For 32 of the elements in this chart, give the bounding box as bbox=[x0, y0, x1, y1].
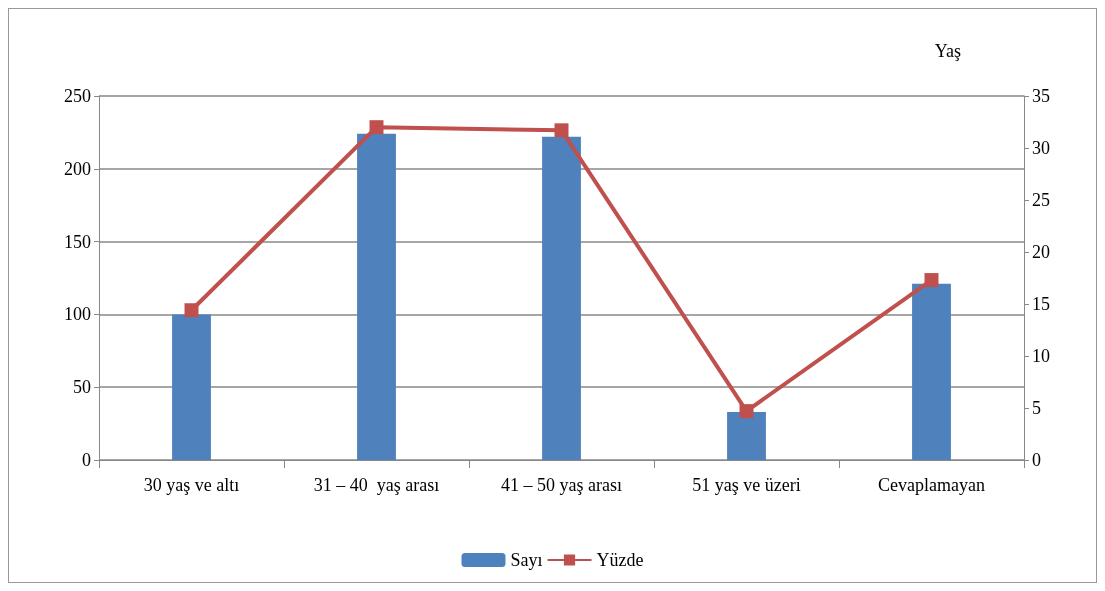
bar bbox=[357, 133, 396, 460]
bar bbox=[542, 136, 581, 460]
y2-tick-label: 25 bbox=[1032, 190, 1050, 210]
y-tick-label: 200 bbox=[64, 158, 91, 179]
y-tick-label: 100 bbox=[64, 304, 91, 325]
legend-label: Yüzde bbox=[596, 550, 644, 570]
point bbox=[739, 404, 754, 419]
chart-title: Yaş bbox=[934, 41, 962, 61]
y-tick-label: 0 bbox=[82, 450, 91, 470]
y-tick-label: 250 bbox=[64, 86, 91, 106]
y2-tick-label: 15 bbox=[1032, 294, 1050, 314]
y2-tick-label: 20 bbox=[1032, 242, 1050, 262]
bar bbox=[727, 411, 766, 460]
y2-tick-label: 30 bbox=[1032, 138, 1050, 158]
x-tick-label: 41 – 50 yaş arası bbox=[501, 475, 622, 495]
legend-label: Sayı bbox=[510, 550, 543, 570]
y-tick-label: 50 bbox=[73, 377, 91, 398]
point bbox=[924, 273, 939, 288]
x-tick-label: 30 yaş ve altı bbox=[143, 475, 240, 495]
y2-tick-label: 35 bbox=[1032, 86, 1050, 106]
bar bbox=[172, 314, 211, 460]
point bbox=[554, 123, 569, 138]
x-tick-label: Cevaplamayan bbox=[878, 475, 985, 495]
point bbox=[184, 303, 199, 318]
x-tick-label: 51 yaş ve üzeri bbox=[692, 475, 801, 495]
y2-tick-label: 10 bbox=[1032, 346, 1050, 366]
y2-tick-label: 0 bbox=[1032, 450, 1041, 470]
y-tick-label: 150 bbox=[64, 231, 91, 252]
x-tick-label: 31 – 40 yaş arası bbox=[313, 475, 440, 495]
point bbox=[369, 120, 384, 135]
y2-tick-label: 5 bbox=[1032, 398, 1041, 418]
bar bbox=[912, 283, 951, 460]
